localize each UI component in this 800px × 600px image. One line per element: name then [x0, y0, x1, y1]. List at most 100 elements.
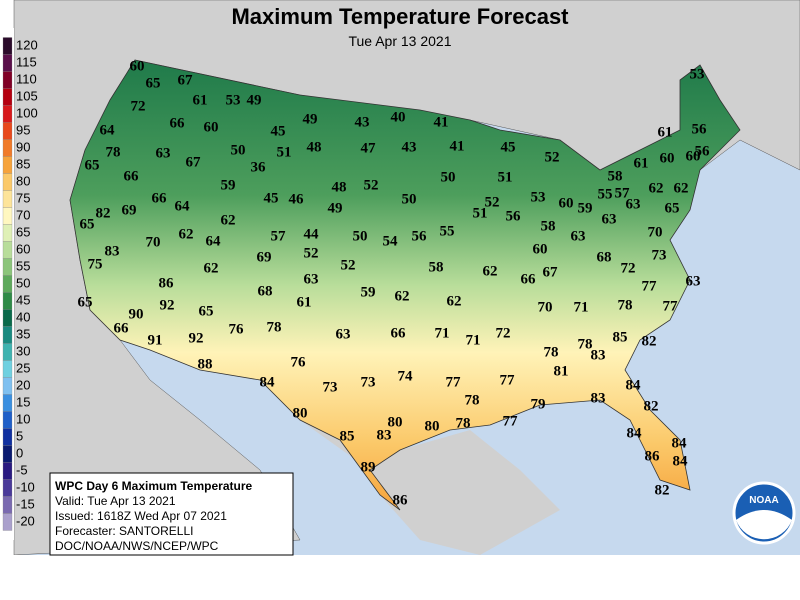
legend-swatch [2, 343, 13, 361]
legend-label: 40 [16, 309, 30, 324]
temperature-label: 71 [466, 332, 481, 348]
legend-swatch [2, 479, 13, 497]
legend-label: 85 [16, 156, 30, 171]
temperature-label: 43 [402, 139, 417, 155]
temperature-label: 62 [179, 226, 194, 242]
temperature-label: 58 [429, 259, 444, 275]
temperature-label: 64 [206, 233, 222, 249]
info-line: WPC Day 6 Maximum Temperature [55, 479, 252, 493]
legend-swatch [2, 105, 13, 123]
temperature-label: 62 [204, 260, 219, 276]
legend-swatch [2, 275, 13, 293]
legend-label: 105 [16, 88, 38, 103]
temperature-label: 62 [221, 212, 236, 228]
temperature-label: 36 [251, 159, 267, 175]
legend-label: 120 [16, 37, 38, 52]
legend-label: 45 [16, 292, 30, 307]
temperature-label: 78 [456, 415, 471, 431]
subtitle: Tue Apr 13 2021 [348, 33, 451, 49]
legend-label: 5 [16, 428, 23, 443]
temperature-label: 85 [613, 329, 628, 345]
temperature-label: 61 [297, 294, 312, 310]
temperature-label: 66 [124, 168, 140, 184]
legend-label: 10 [16, 411, 30, 426]
legend-swatch [2, 224, 13, 242]
legend-swatch [2, 207, 13, 225]
temperature-label: 86 [645, 448, 661, 464]
temperature-label: 64 [175, 198, 191, 214]
temperature-label: 76 [291, 354, 307, 370]
temperature-label: 74 [398, 368, 414, 384]
temperature-label: 57 [271, 228, 287, 244]
temperature-label: 84 [260, 374, 276, 390]
temperature-label: 78 [106, 144, 121, 160]
temperature-label: 62 [447, 293, 462, 309]
land [300, 420, 560, 555]
temperature-label: 52 [304, 245, 319, 261]
temperature-label: 63 [686, 273, 701, 289]
temperature-label: 52 [364, 177, 379, 193]
us-temperature-field [69, 59, 741, 511]
temperature-label: 52 [485, 194, 500, 210]
temperature-label: 66 [170, 115, 186, 131]
temperature-label: 63 [304, 271, 319, 287]
temperature-label: 78 [465, 392, 480, 408]
temperature-label: 70 [146, 234, 161, 250]
temperature-label: 60 [533, 241, 548, 257]
legend-swatch [2, 156, 13, 174]
temperature-label: 81 [554, 363, 569, 379]
noaa-logo-wave [736, 510, 792, 540]
temperature-label: 61 [634, 155, 649, 171]
temperature-label: 62 [483, 263, 498, 279]
legend-label: -20 [16, 513, 35, 528]
temperature-label: 83 [105, 243, 120, 259]
temperature-label: 71 [574, 299, 589, 315]
legend-swatch [2, 71, 13, 89]
temperature-label: 77 [446, 374, 462, 390]
temperature-label: 65 [665, 200, 680, 216]
temperature-label: 55 [598, 186, 613, 202]
legend-label: 0 [16, 445, 23, 460]
temperature-label: 50 [231, 142, 246, 158]
temperature-label: 60 [686, 148, 701, 164]
temperature-label: 69 [122, 202, 137, 218]
temperature-label: 78 [618, 297, 633, 313]
temperature-label: 59 [221, 177, 236, 193]
temperature-label: 73 [361, 374, 376, 390]
temperature-label: 51 [498, 169, 513, 185]
legend-swatch [2, 445, 13, 463]
temperature-label: 51 [277, 144, 292, 160]
temperature-label: 71 [435, 325, 450, 341]
temperature-label: 65 [80, 216, 95, 232]
temperature-label: 66 [114, 320, 130, 336]
legend-label: 65 [16, 224, 30, 239]
temperature-label: 53 [531, 189, 546, 205]
temperature-label: 69 [257, 249, 272, 265]
temperature-label: 61 [193, 92, 208, 108]
temperature-label: 56 [506, 208, 522, 224]
temperature-label: 41 [450, 138, 465, 154]
legend-swatch [2, 462, 13, 480]
legend-label: 90 [16, 139, 30, 154]
legend-swatch [2, 190, 13, 208]
temperature-label: 68 [258, 283, 273, 299]
temperature-label: 67 [543, 264, 559, 280]
temperature-label: 63 [571, 228, 586, 244]
legend-label: 115 [16, 54, 37, 69]
temperature-label: 65 [85, 157, 100, 173]
legend-swatch [2, 360, 13, 378]
temperature-label: 40 [391, 109, 406, 125]
temperature-label: 83 [591, 390, 606, 406]
title: Maximum Temperature Forecast [231, 4, 569, 29]
temperature-label: 41 [434, 114, 449, 130]
temperature-label: 85 [340, 428, 355, 444]
temperature-label: 59 [361, 284, 376, 300]
temperature-label: 77 [642, 278, 658, 294]
legend-swatch [2, 292, 13, 310]
temperature-label: 57 [615, 185, 631, 201]
temperature-label: 51 [473, 205, 488, 221]
temperature-label: 80 [425, 418, 440, 434]
temperature-label: 58 [541, 218, 556, 234]
legend-label: 95 [16, 122, 30, 137]
